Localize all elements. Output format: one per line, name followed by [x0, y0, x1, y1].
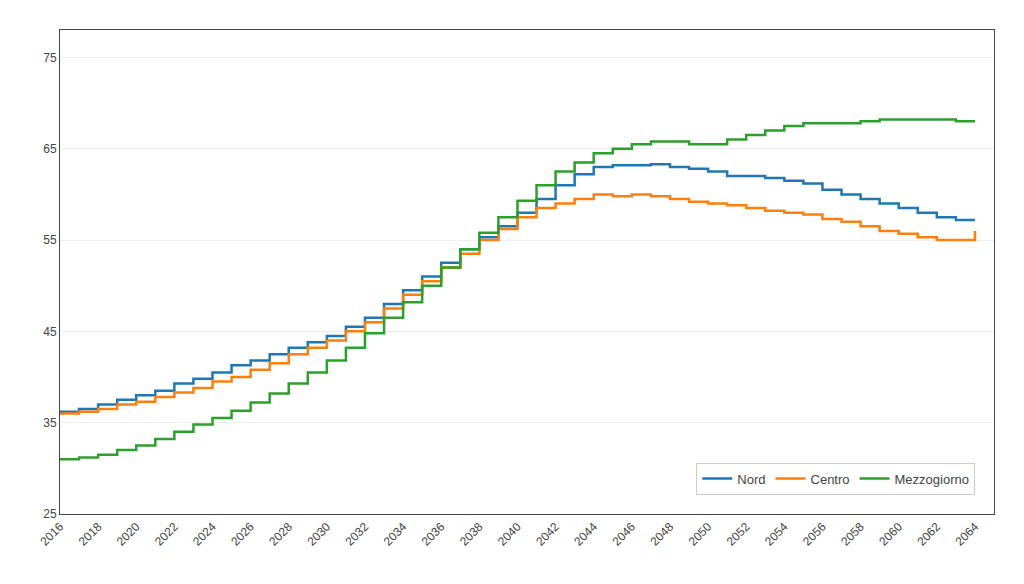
- svg-text:Nord: Nord: [737, 472, 765, 487]
- svg-text:25: 25: [43, 507, 57, 521]
- svg-text:2060: 2060: [876, 520, 905, 549]
- svg-text:2022: 2022: [152, 520, 181, 549]
- svg-text:2024: 2024: [190, 520, 219, 549]
- svg-text:2058: 2058: [838, 520, 867, 549]
- svg-text:55: 55: [43, 233, 57, 247]
- svg-text:75: 75: [43, 51, 57, 65]
- svg-text:2034: 2034: [381, 520, 410, 549]
- svg-text:2018: 2018: [76, 520, 105, 549]
- svg-text:2032: 2032: [343, 520, 372, 549]
- svg-text:2050: 2050: [686, 520, 715, 549]
- svg-text:2040: 2040: [495, 520, 524, 549]
- svg-text:2044: 2044: [571, 520, 600, 549]
- svg-text:35: 35: [43, 416, 57, 430]
- svg-text:45: 45: [43, 325, 57, 339]
- svg-text:2036: 2036: [419, 520, 448, 549]
- svg-text:2064: 2064: [953, 520, 982, 549]
- svg-text:2028: 2028: [266, 520, 295, 549]
- svg-text:2046: 2046: [609, 520, 638, 549]
- svg-text:2056: 2056: [800, 520, 829, 549]
- svg-text:2038: 2038: [457, 520, 486, 549]
- svg-text:65: 65: [43, 142, 57, 156]
- svg-text:2016: 2016: [38, 520, 67, 549]
- svg-text:2020: 2020: [114, 520, 143, 549]
- svg-text:2054: 2054: [762, 520, 791, 549]
- svg-text:2030: 2030: [304, 520, 333, 549]
- svg-text:2048: 2048: [648, 520, 677, 549]
- svg-text:2052: 2052: [724, 520, 753, 549]
- svg-text:2062: 2062: [914, 520, 943, 549]
- svg-text:Centro: Centro: [811, 472, 850, 487]
- svg-text:2026: 2026: [228, 520, 257, 549]
- svg-text:2042: 2042: [533, 520, 562, 549]
- svg-text:Mezzogiorno: Mezzogiorno: [895, 472, 969, 487]
